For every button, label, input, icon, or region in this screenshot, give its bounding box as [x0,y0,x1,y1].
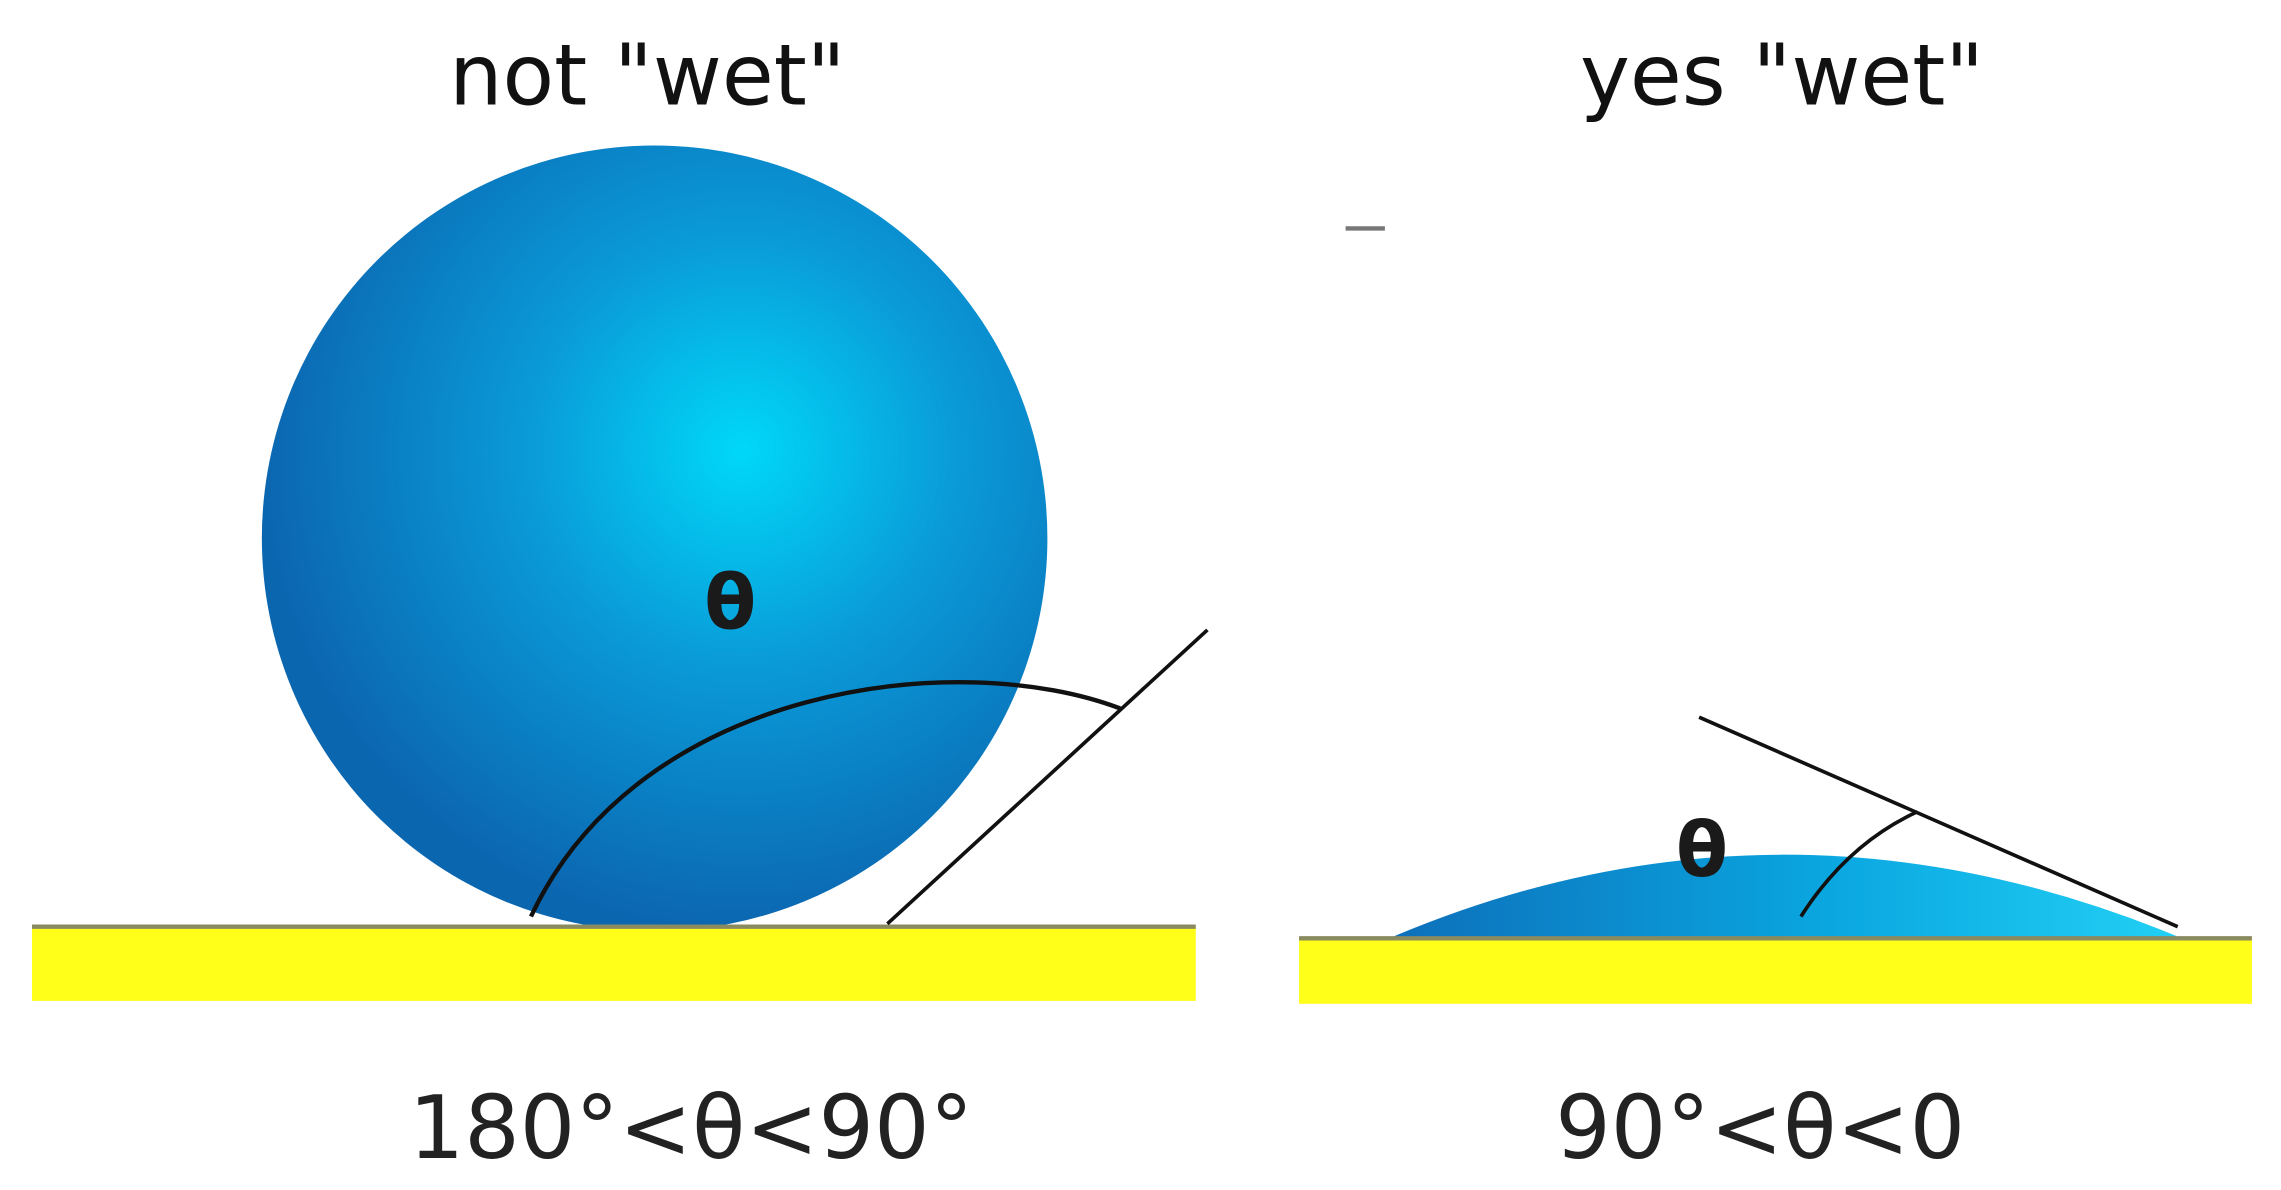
panel-title: yes "wet" [1580,27,1984,125]
angle-label: θ [704,558,756,646]
right-panel: yes "wet" θ 90°<θ<0 [1299,27,2252,1179]
angle-arc [528,680,1121,918]
angle-label: θ [1676,806,1728,894]
droplet [1389,854,2183,939]
surface [32,926,1196,1001]
left-panel: not "wet" θ 180°<θ<90° [32,27,1209,1179]
tangent-line [1698,715,2179,929]
droplet [261,145,1048,932]
surface [1299,938,2252,1004]
angle-range: 90°<θ<0 [1555,1077,1965,1179]
angle-arc [1799,810,1919,918]
angle-range: 180°<θ<90° [409,1077,973,1179]
tangent-line [886,628,1209,926]
panel-title: not "wet" [449,27,846,125]
